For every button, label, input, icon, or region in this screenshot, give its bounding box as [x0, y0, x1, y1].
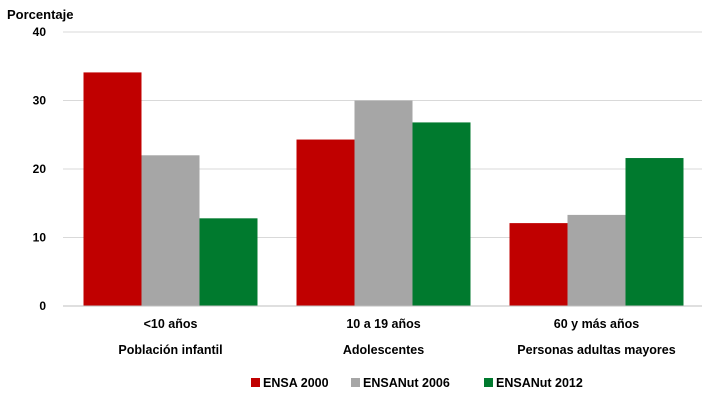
bar-ensanut-2012-2 — [625, 158, 684, 306]
bar-ensa-2000-1 — [296, 139, 355, 306]
y-axis-ticks: 0 10 20 30 40 — [33, 25, 47, 313]
legend-label: ENSANut 2012 — [496, 376, 583, 390]
legend-swatch — [484, 378, 493, 387]
legend-swatch — [251, 378, 260, 387]
legend-label: ENSA 2000 — [263, 376, 329, 390]
y-axis-label: Porcentaje — [7, 7, 73, 22]
category-sublabel: Población infantil — [118, 343, 222, 357]
y-tick-label: 40 — [33, 25, 47, 39]
legend-label: ENSANut 2006 — [363, 376, 450, 390]
category-sublabel: Personas adultas mayores — [517, 343, 675, 357]
bar-ensanut-2006-2 — [567, 214, 626, 306]
bar-ensanut-2012-1 — [412, 122, 471, 306]
category-label: 60 y más años — [554, 317, 640, 331]
y-tick-label: 10 — [33, 231, 47, 245]
category-labels: <10 años Población infantil 10 a 19 años Ad… — [118, 317, 675, 357]
bar-ensa-2000-0 — [83, 72, 142, 306]
category-sublabel: Adolescentes — [343, 343, 424, 357]
category-label: 10 a 19 años — [346, 317, 420, 331]
legend: ENSA 2000 ENSANut 2006 ENSANut 2012 — [251, 376, 583, 390]
bar-ensanut-2006-0 — [141, 155, 200, 306]
legend-swatch — [351, 378, 360, 387]
bar-ensanut-2006-1 — [354, 100, 413, 306]
category-label: <10 años — [144, 317, 198, 331]
bar-ensa-2000-2 — [509, 223, 568, 306]
bars — [83, 72, 684, 306]
y-tick-label: 30 — [33, 94, 47, 108]
y-tick-label: 20 — [33, 162, 47, 176]
y-tick-label: 0 — [39, 299, 46, 313]
bar-ensanut-2012-0 — [199, 218, 258, 306]
